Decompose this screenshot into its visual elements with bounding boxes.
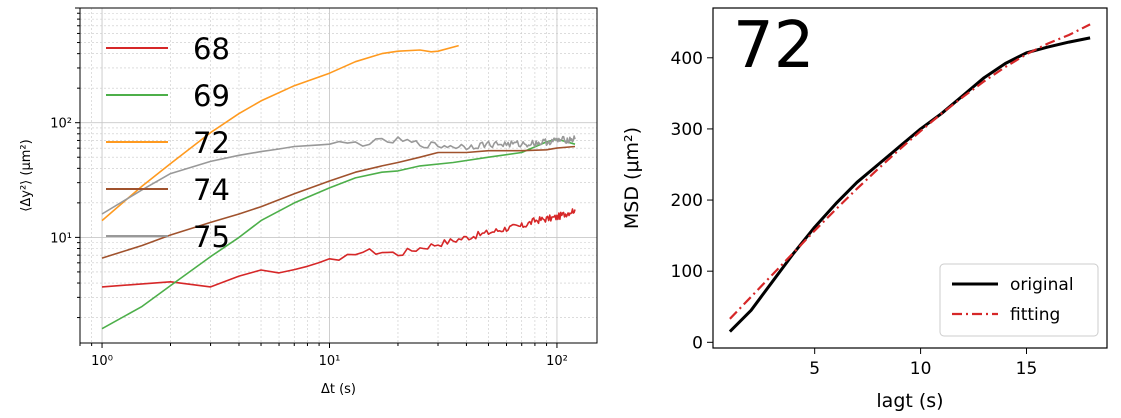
series-line-68 [101,208,576,288]
plot-frame [79,7,598,344]
y-tick-label: 0 [692,333,703,353]
series-group [728,23,1091,333]
series-line-fitting [729,23,1091,320]
x-tick-label: 15 [1016,359,1038,379]
legend-label-original: original [1010,275,1074,295]
log-log-msd-chart: 10⁰ 10¹ 10² 10¹ 10² Δt (s) ⟨Δy²⟩ (μm²) 68 69 72 74… [19,7,598,397]
plot-frame [712,7,1108,349]
y-tick-label: 100 [671,262,703,282]
x-tick-label: 10⁰ [91,354,113,369]
msd-fit-chart: 5 10 15 0 100 200 300 400 lagt (s) MSD (μm²) 72 ori… [621,7,1108,412]
x-axis-label: lagt (s) [876,390,943,412]
legend-label-68: 68 [193,32,230,66]
chart-title: 72 [733,9,814,83]
series-line-72 [101,44,459,222]
legend-label-72: 72 [193,126,230,160]
x-tick-label: 10 [910,359,932,379]
legend-label-74: 74 [193,173,230,207]
legend: 68 69 72 74 75 [106,32,230,254]
legend: original fitting [939,263,1099,337]
y-tick-label: 10² [50,117,72,132]
legend-label-fitting: fitting [1010,305,1060,325]
series-line-74 [101,145,576,259]
x-axis-label: Δt (s) [321,382,356,397]
y-tick-label: 400 [671,49,703,69]
x-tick-label: 10¹ [319,354,341,369]
y-axis-label: MSD (μm²) [621,127,643,229]
y-tick-label: 200 [671,191,703,211]
legend-label-75: 75 [193,220,230,254]
legend-box [939,263,1099,337]
x-tick-label: 10² [546,354,568,369]
series-line-75 [101,135,576,215]
series-group [101,44,576,330]
grid [79,7,597,343]
y-axis-label: ⟨Δy²⟩ (μm²) [19,139,34,211]
y-tick-label: 10¹ [50,231,72,246]
legend-label-69: 69 [193,79,230,113]
y-tick-label: 300 [671,120,703,140]
x-tick-label: 5 [809,359,820,379]
